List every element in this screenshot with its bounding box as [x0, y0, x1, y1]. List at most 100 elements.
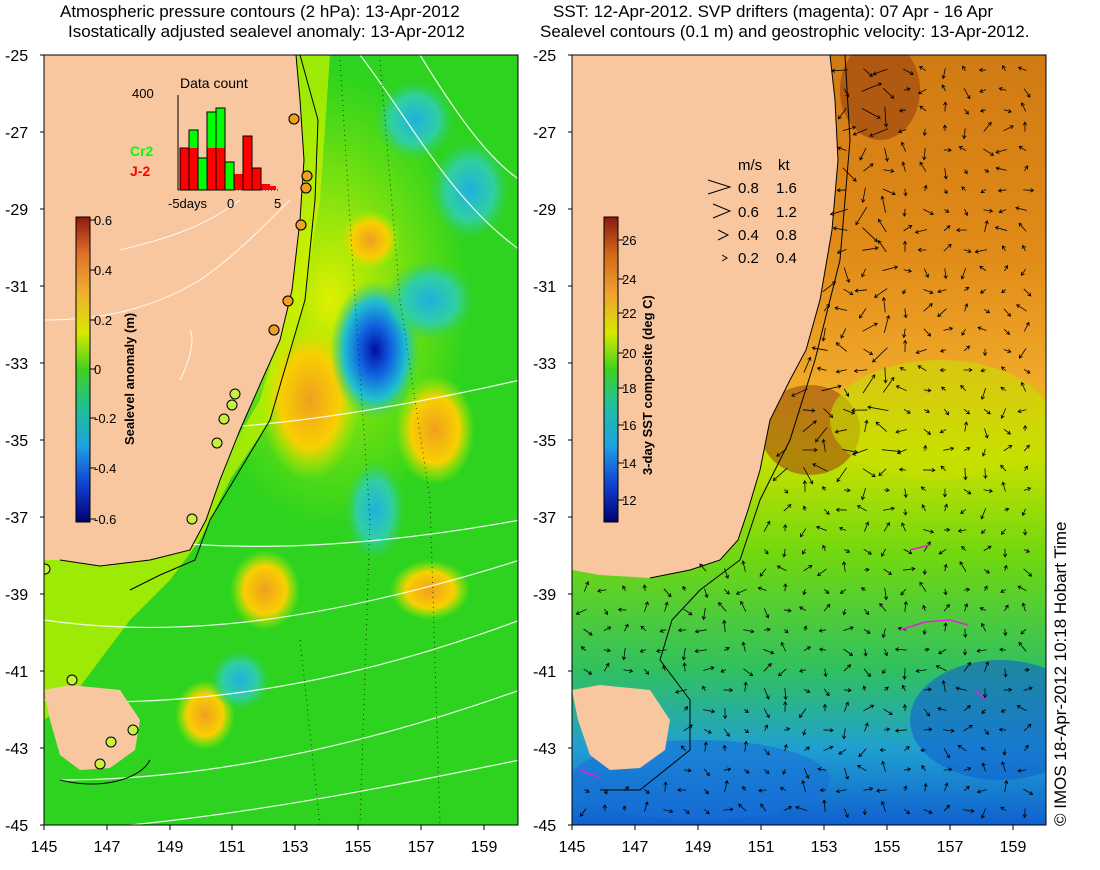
- left-ytick-9: -43: [5, 741, 28, 758]
- velocity-arrow: [1023, 444, 1030, 452]
- velocity-arrow: [580, 646, 586, 651]
- velocity-arrow: [723, 688, 734, 693]
- velocity-arrow: [1000, 806, 1007, 811]
- velocity-arrow: [943, 268, 948, 280]
- right-xtick-2: 149: [685, 839, 712, 856]
- left-ytick-7: -39: [5, 587, 28, 604]
- velocity-arrow: [1003, 687, 1013, 692]
- velocity-arrow: [763, 520, 771, 532]
- velocity-arrow: [896, 448, 907, 455]
- velocity-arrow: [1003, 328, 1011, 335]
- velocity-arrow: [861, 107, 881, 119]
- velocity-arrow: [984, 428, 989, 439]
- velocity-arrow: [844, 768, 850, 780]
- velocity-arrow: [683, 808, 690, 815]
- velocity-arrow: [1023, 487, 1032, 492]
- velocity-arrow: [843, 288, 854, 295]
- velocity-arrow: [723, 728, 730, 737]
- velocity-arrow: [835, 507, 847, 512]
- velocity-arrow: [903, 767, 912, 772]
- velocity-arrow: [1024, 744, 1029, 752]
- velocity-arrow: [842, 728, 847, 740]
- velocity-arrow: [864, 722, 869, 732]
- right-land-mainland: [572, 55, 838, 578]
- velocity-arrow: [864, 567, 870, 572]
- velocity-arrow: [915, 668, 927, 673]
- velocity-arrow: [640, 625, 647, 632]
- left-land-tasmania: [44, 685, 140, 770]
- velocity-arrow: [1002, 548, 1008, 558]
- velocity-arrow: [963, 808, 975, 814]
- velocity-arrow: [837, 146, 847, 151]
- velocity-arrow: [680, 745, 687, 752]
- velocity-arrow: [918, 66, 927, 72]
- velocity-arrow: [579, 808, 587, 817]
- velocity-arrow: [843, 88, 850, 98]
- velocity-arrow: [983, 545, 992, 552]
- velocity-arrow: [1023, 568, 1033, 577]
- right-cb-tick-2: 22: [622, 306, 636, 321]
- velocity-arrow: [1003, 125, 1014, 132]
- velocity-arrow: [723, 807, 734, 812]
- velocity-arrow: [895, 385, 907, 392]
- velocity-arrow: [937, 308, 947, 318]
- inset-xtick-0: -5days: [168, 196, 208, 211]
- velocity-arrow: [963, 724, 973, 732]
- velocity-arrow: [740, 600, 747, 612]
- velocity-arrow: [980, 747, 986, 751]
- velocity-arrow: [882, 669, 886, 674]
- velocity-arrow: [744, 709, 749, 713]
- right-ytick-2: -29: [533, 202, 556, 219]
- velocity-arrow: [718, 601, 727, 612]
- right-cb-tick-3: 20: [622, 346, 636, 361]
- velocity-arrow: [863, 668, 871, 678]
- left-cb-tick-6: -0.6: [94, 512, 116, 527]
- right-ytick-7: -39: [533, 587, 556, 604]
- velocity-arrow: [903, 225, 913, 232]
- velocity-arrow: [834, 306, 848, 311]
- velocity-arrow: [857, 764, 867, 772]
- velocity-arrow: [940, 465, 947, 472]
- velocity-arrow: [1003, 308, 1012, 317]
- velocity-arrow: [843, 548, 851, 553]
- velocity-arrow: [722, 744, 727, 751]
- velocity-arrow: [822, 486, 827, 491]
- velocity-arrow: [883, 367, 888, 384]
- velocity-arrow: [818, 628, 827, 633]
- vel-row2-ms: 0.4: [738, 227, 759, 244]
- velocity-arrow: [883, 708, 893, 715]
- velocity-arrow: [982, 688, 988, 699]
- velocity-arrow: [858, 748, 867, 758]
- velocity-arrow: [960, 384, 967, 392]
- velocity-arrow: [894, 647, 907, 652]
- velocity-arrow: [872, 68, 888, 76]
- velocity-arrow: [1023, 723, 1032, 732]
- velocity-arrow: [920, 486, 926, 491]
- velocity-arrow: [943, 189, 948, 195]
- velocity-arrow: [981, 709, 986, 714]
- velocity-arrow: [663, 781, 668, 792]
- velocity-arrow: [881, 760, 886, 772]
- velocity-arrow: [983, 468, 988, 480]
- left-ytick-5: -35: [5, 433, 28, 450]
- velocity-arrow: [963, 345, 971, 352]
- velocity-arrow: [919, 105, 927, 112]
- velocity-arrow: [864, 419, 869, 433]
- left-ytick-3: -31: [5, 279, 28, 296]
- velocity-arrow: [941, 679, 946, 692]
- velocity-arrow: [811, 346, 828, 351]
- velocity-arrow: [943, 563, 948, 572]
- velocity-arrow: [964, 603, 969, 612]
- velocity-arrow: [835, 342, 848, 352]
- velocity-arrow: [622, 585, 627, 591]
- velocity-arrow: [863, 704, 875, 712]
- velocity-arrow: [860, 487, 866, 501]
- velocity-arrow: [900, 141, 907, 152]
- inset-xtick-1: 0: [227, 196, 234, 211]
- velocity-arrow: [963, 108, 970, 115]
- velocity-arrow: [759, 568, 767, 577]
- velocity-arrow: [963, 169, 968, 175]
- velocity-arrow: [863, 608, 870, 616]
- left-cb-tick-4: -0.2: [94, 411, 116, 426]
- velocity-arrow: [903, 68, 914, 75]
